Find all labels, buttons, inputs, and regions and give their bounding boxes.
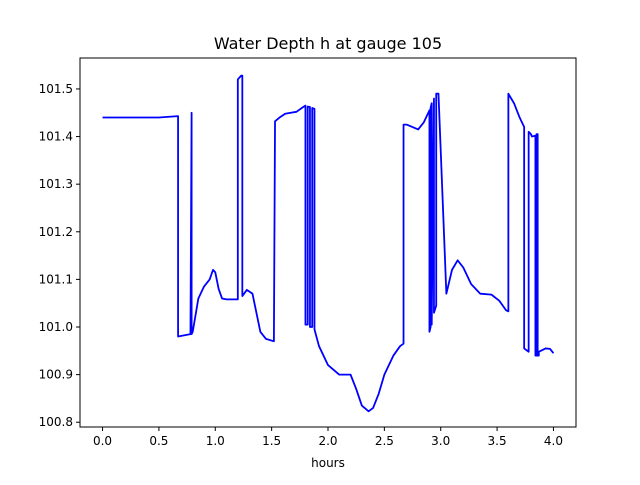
x-tick-label: 0.5 — [149, 434, 168, 448]
axes-layer: 0.0 0.5 1.0 1.5 2.0 2.5 3.0 3.5 4.0 100.8 100.9 101… — [39, 57, 577, 448]
y-tick-label: 101.1 — [39, 272, 73, 286]
x-tick-label: 4.0 — [544, 434, 563, 448]
y-tick-label: 101.4 — [39, 130, 73, 144]
x-tick-label: 1.5 — [262, 434, 281, 448]
y-tick-label: 101.3 — [39, 177, 73, 191]
x-tick-label: 3.0 — [431, 434, 450, 448]
series-layer — [102, 74, 555, 413]
y-tick-label: 101.5 — [39, 82, 73, 96]
x-tick-label: 2.0 — [318, 434, 337, 448]
x-tick-label: 0.0 — [93, 434, 112, 448]
chart-title: Water Depth h at gauge 105 — [214, 34, 442, 53]
y-tick-label: 100.9 — [39, 368, 73, 382]
x-tick-label: 2.5 — [375, 434, 394, 448]
y-tick-label: 100.8 — [39, 415, 73, 429]
series-line-0 — [102, 74, 555, 413]
x-tick-label: 1.0 — [206, 434, 225, 448]
x-tick-label: 3.5 — [488, 434, 507, 448]
x-axis-label: hours — [311, 456, 345, 470]
y-tick-label: 101.0 — [39, 320, 73, 334]
y-tick-label: 101.2 — [39, 225, 73, 239]
